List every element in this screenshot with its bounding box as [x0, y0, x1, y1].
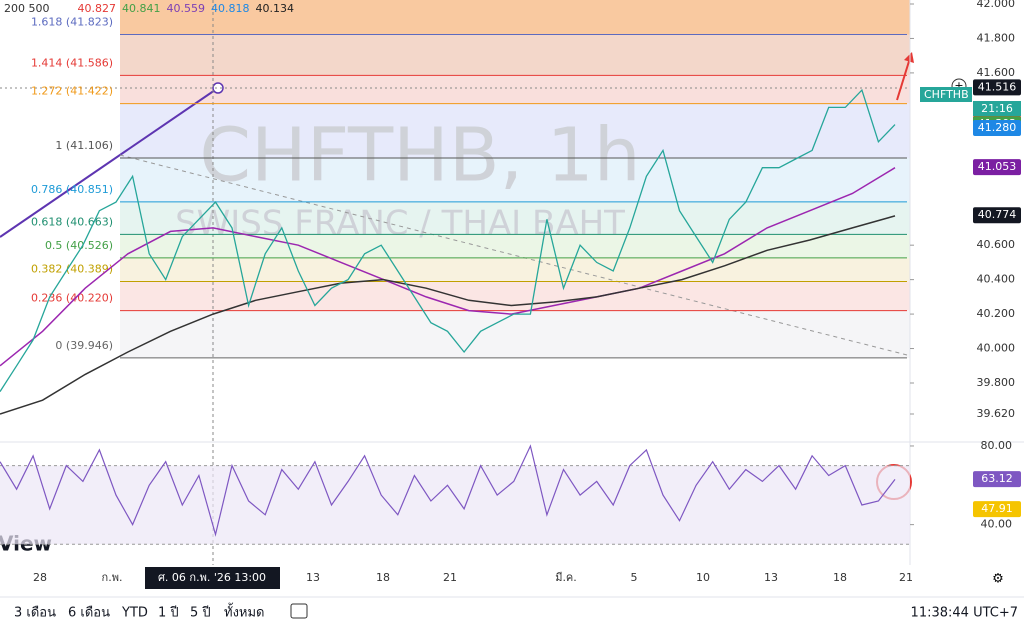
fib-label: 1 (41.106) — [55, 139, 113, 152]
add-icon: + — [954, 79, 963, 92]
fib-label: 1.414 (41.586) — [31, 56, 113, 69]
rsi-band — [0, 465, 910, 545]
x-tick-label: 10 — [696, 571, 710, 584]
moving-average — [0, 215, 896, 415]
price-label: 41.516 — [978, 80, 1017, 93]
rsi-line — [0, 444, 896, 537]
x-tick-label: 18 — [833, 571, 847, 584]
price-label-box — [973, 79, 1021, 96]
x-tick-label: 18 — [376, 571, 390, 584]
fib-band — [120, 201, 910, 235]
countdown: 21:16 — [981, 102, 1013, 115]
fib-label: 0.786 (40.851) — [31, 183, 113, 196]
x-tick-label: 21 — [443, 571, 457, 584]
trend-handle[interactable] — [212, 82, 224, 94]
range-button[interactable]: 1 ปี — [158, 605, 179, 621]
trend-line — [0, 87, 219, 238]
fib-label: 0.618 (40.663) — [31, 215, 113, 228]
header-value: 40.134 — [256, 2, 295, 15]
price-line — [0, 88, 896, 392]
x-tick-label: 21 — [899, 571, 913, 584]
header: 200 500 40.827 40.841 40.559 40.818 40.134 — [4, 2, 294, 15]
x-tick-label: 28 — [33, 571, 47, 584]
range-button[interactable]: YTD — [121, 606, 148, 621]
price-label-box — [973, 207, 1021, 224]
fib-band — [120, 257, 910, 282]
fib-band — [120, 310, 910, 358]
fib-label: 0.236 (40.220) — [31, 292, 113, 305]
fib-label: 0 (39.946) — [55, 339, 113, 352]
arrow-head — [904, 52, 914, 63]
settings-icon[interactable]: ⚙ — [992, 572, 1004, 587]
countdown-box — [973, 101, 1021, 116]
x-tick-label: 13 — [306, 571, 320, 584]
y-tick-label: 40.000 — [977, 342, 1016, 355]
x-tick-label: ก.พ. — [102, 571, 123, 584]
header-value: 40.818 — [211, 2, 250, 15]
symbol-tag-box — [920, 87, 972, 102]
y-tick-label: 39.800 — [977, 376, 1016, 389]
price-label: 40.774 — [978, 208, 1017, 221]
price-label: 41.053 — [978, 160, 1017, 173]
header-value: 40.827 — [78, 2, 117, 15]
calendar-icon[interactable] — [290, 603, 308, 619]
price-label-box — [973, 120, 1021, 137]
price-label: 63.12 — [981, 472, 1013, 485]
x-tick-label: 13 — [764, 571, 778, 584]
x-tick-label: มี.ค. — [555, 571, 577, 584]
y-tick-label: 40.400 — [977, 273, 1016, 286]
fib-band — [120, 234, 910, 258]
range-button[interactable]: 5 ปี — [190, 605, 211, 621]
y-tick-label: 40.600 — [977, 238, 1016, 251]
watermark-symbol: CHFTHB, 1h — [199, 113, 640, 199]
fib-band — [120, 158, 910, 202]
y-tick-label: 41.600 — [977, 66, 1016, 79]
fib-band — [120, 34, 910, 76]
price-label-box — [973, 471, 1021, 488]
y-tick-label: 42.000 — [977, 0, 1016, 10]
fib-band — [120, 75, 910, 104]
header-value: 40.559 — [167, 2, 206, 15]
fib-label: 0.382 (40.389) — [31, 263, 113, 276]
fib-band — [120, 103, 910, 159]
rsi-tick-label: 80.00 — [981, 439, 1013, 452]
price-label-box — [973, 159, 1021, 176]
y-tick-label: 41.800 — [977, 31, 1016, 44]
header-label: 200 500 — [4, 2, 50, 15]
header-value: 40.841 — [122, 2, 161, 15]
fib-label: 0.5 (40.526) — [45, 239, 113, 252]
range-button[interactable]: ทั้งหมด — [224, 603, 265, 621]
arrow — [896, 57, 911, 101]
fib-label: 1.272 (41.422) — [31, 85, 113, 98]
watermark-name: SWISS FRANC / THAI BAHT — [175, 204, 625, 244]
y-tick-label: 40.200 — [977, 307, 1016, 320]
price-label: 47.91 — [981, 502, 1013, 515]
range-button[interactable]: 6 เดือน — [68, 605, 110, 621]
range-button[interactable]: 3 เดือน — [14, 605, 56, 621]
y-tick-label: 39.620 — [977, 407, 1016, 420]
fib-band — [120, 0, 910, 35]
cursor-label: ศ. 06 ก.พ. '26 13:00 — [158, 571, 266, 584]
fib-label: 1.618 (41.823) — [31, 15, 113, 28]
price-label-box — [973, 501, 1021, 518]
symbol-tag: CHFTHB — [924, 88, 969, 101]
cursor-box — [145, 567, 280, 589]
rsi-tick-label: 40.00 — [981, 518, 1013, 531]
moving-average — [0, 167, 896, 367]
price-label: 41.280 — [978, 121, 1017, 134]
clock: 11:38:44 UTC+7 — [911, 606, 1018, 621]
x-tick-label: 5 — [631, 571, 638, 584]
